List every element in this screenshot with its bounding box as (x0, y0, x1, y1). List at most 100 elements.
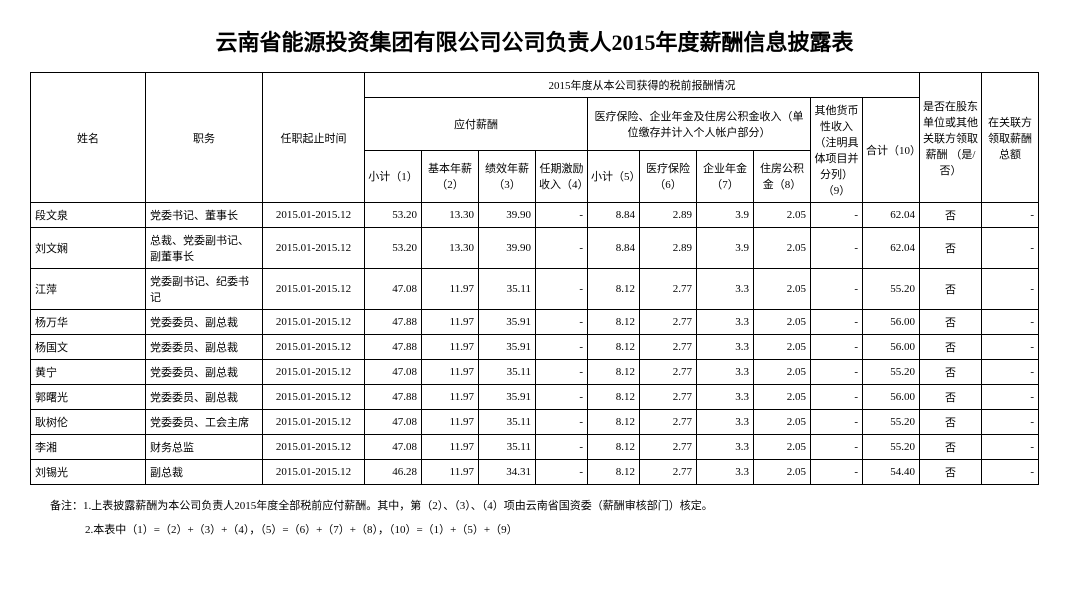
table-cell: 2.05 (754, 335, 811, 360)
table-cell: - (811, 335, 863, 360)
table-cell: 2.77 (640, 460, 697, 485)
table-cell: 2015.01-2015.12 (263, 335, 365, 360)
table-cell: - (811, 385, 863, 410)
col-sub6: 医疗保险（6） (640, 150, 697, 203)
table-cell: 2.05 (754, 203, 811, 228)
table-row: 郭曙光党委委员、副总裁2015.01-2015.1247.8811.9735.9… (31, 385, 1039, 410)
table-cell: - (982, 310, 1039, 335)
col-related-amount: 在关联方领取薪酬总额 (982, 73, 1039, 203)
table-cell: - (811, 310, 863, 335)
table-cell: 否 (920, 269, 982, 310)
table-cell: 财务总监 (146, 435, 263, 460)
table-cell: 13.30 (422, 228, 479, 269)
table-cell: 2.77 (640, 335, 697, 360)
table-cell: 8.12 (588, 460, 640, 485)
table-cell: - (982, 335, 1039, 360)
table-cell: 39.90 (479, 228, 536, 269)
table-cell: 党委委员、副总裁 (146, 385, 263, 410)
table-cell: - (982, 228, 1039, 269)
table-cell: 2015.01-2015.12 (263, 360, 365, 385)
table-cell: 8.12 (588, 385, 640, 410)
table-cell: 2015.01-2015.12 (263, 310, 365, 335)
table-cell: 3.3 (697, 269, 754, 310)
table-cell: 8.84 (588, 203, 640, 228)
table-cell: 8.12 (588, 410, 640, 435)
table-cell: 耿树伦 (31, 410, 146, 435)
table-cell: 党委副书记、纪委书记 (146, 269, 263, 310)
table-cell: - (982, 435, 1039, 460)
table-cell: - (811, 203, 863, 228)
table-cell: 35.11 (479, 360, 536, 385)
col-other-income: 其他货币性收入（注明具体项目并分列）（9） (811, 98, 863, 203)
table-cell: 2.05 (754, 228, 811, 269)
table-cell: - (811, 460, 863, 485)
table-cell: - (536, 335, 588, 360)
col-sub5: 小计（5） (588, 150, 640, 203)
table-cell: 2.05 (754, 410, 811, 435)
col-tenure: 任职起止时间 (263, 73, 365, 203)
table-row: 江萍党委副书记、纪委书记2015.01-2015.1247.0811.9735.… (31, 269, 1039, 310)
table-cell: 35.91 (479, 335, 536, 360)
col-sub3: 绩效年薪（3） (479, 150, 536, 203)
col-insurance-group: 医疗保险、企业年金及住房公积金收入（单位缴存并计入个人帐户部分） (588, 98, 811, 151)
table-cell: - (811, 228, 863, 269)
table-cell: 段文泉 (31, 203, 146, 228)
table-cell: 62.04 (863, 203, 920, 228)
table-cell: 62.04 (863, 228, 920, 269)
table-cell: 13.30 (422, 203, 479, 228)
table-cell: 53.20 (365, 228, 422, 269)
col-name: 姓名 (31, 73, 146, 203)
table-cell: - (982, 203, 1039, 228)
table-cell: 54.40 (863, 460, 920, 485)
table-cell: 2.05 (754, 435, 811, 460)
table-cell: 8.12 (588, 360, 640, 385)
col-pretax-group: 2015年度从本公司获得的税前报酬情况 (365, 73, 920, 98)
table-cell: - (811, 360, 863, 385)
table-cell: - (536, 385, 588, 410)
table-cell: 2.05 (754, 385, 811, 410)
table-cell: 否 (920, 335, 982, 360)
table-cell: - (811, 435, 863, 460)
footnote-1: 备注：1.上表披露薪酬为本公司负责人2015年度全部税前应付薪酬。其中，第（2）… (50, 495, 1039, 517)
table-cell: 否 (920, 228, 982, 269)
table-cell: - (536, 203, 588, 228)
table-cell: 8.12 (588, 310, 640, 335)
table-row: 李湘财务总监2015.01-2015.1247.0811.9735.11-8.1… (31, 435, 1039, 460)
table-cell: - (536, 228, 588, 269)
table-cell: - (536, 410, 588, 435)
table-cell: - (536, 269, 588, 310)
col-sub2: 基本年薪（2） (422, 150, 479, 203)
table-cell: 刘锡光 (31, 460, 146, 485)
col-sub1: 小计（1） (365, 150, 422, 203)
table-cell: 8.12 (588, 269, 640, 310)
table-cell: 否 (920, 410, 982, 435)
table-cell: - (982, 410, 1039, 435)
col-total: 合计（10） (863, 98, 920, 203)
table-cell: 3.3 (697, 460, 754, 485)
table-cell: 否 (920, 460, 982, 485)
table-cell: 2.77 (640, 269, 697, 310)
table-cell: 8.84 (588, 228, 640, 269)
table-cell: 56.00 (863, 385, 920, 410)
table-cell: 11.97 (422, 360, 479, 385)
table-cell: 34.31 (479, 460, 536, 485)
table-cell: 总裁、党委副书记、副董事长 (146, 228, 263, 269)
table-cell: 55.20 (863, 435, 920, 460)
table-cell: 11.97 (422, 310, 479, 335)
table-cell: 党委委员、副总裁 (146, 360, 263, 385)
table-cell: - (536, 435, 588, 460)
col-sub7: 企业年金（7） (697, 150, 754, 203)
table-cell: 党委委员、工会主席 (146, 410, 263, 435)
table-cell: 47.08 (365, 435, 422, 460)
table-cell: 副总裁 (146, 460, 263, 485)
table-cell: 2015.01-2015.12 (263, 435, 365, 460)
table-cell: 杨万华 (31, 310, 146, 335)
table-cell: 35.11 (479, 410, 536, 435)
col-related-flag: 是否在股东单位或其他关联方领取薪酬 （是/否） (920, 73, 982, 203)
table-cell: - (982, 385, 1039, 410)
table-cell: - (811, 269, 863, 310)
table-cell: 2.05 (754, 460, 811, 485)
table-cell: 2015.01-2015.12 (263, 410, 365, 435)
table-cell: 2.77 (640, 410, 697, 435)
table-cell: 55.20 (863, 269, 920, 310)
